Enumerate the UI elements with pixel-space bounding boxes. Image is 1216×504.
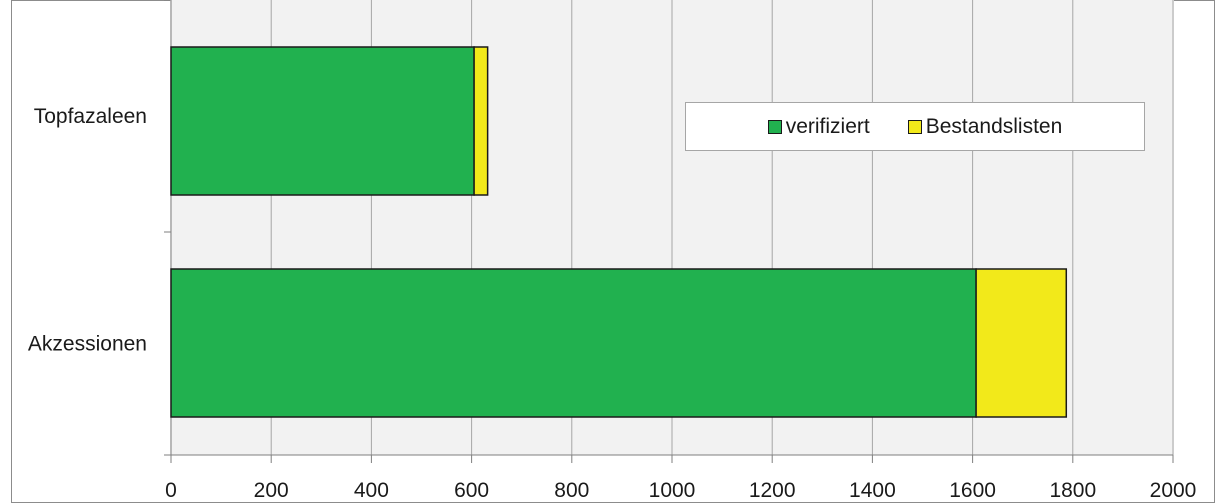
x-tick-label-1200: 1200 [749, 479, 796, 502]
legend-label-verifiziert: verifiziert [785, 114, 870, 138]
x-tick-label-200: 200 [254, 479, 289, 502]
x-tick-label-1800: 1800 [1049, 479, 1096, 502]
y-category-label-akzessionen: Akzessionen [28, 333, 147, 356]
bar-akzessionen-bestandslisten [975, 268, 1068, 418]
legend-entry-bestandslisten: Bestandslisten [907, 114, 1063, 139]
bar-akzessionen-verifiziert [170, 268, 977, 418]
legend: verifiziert Bestandslisten [685, 102, 1145, 151]
x-tick-label-800: 800 [554, 479, 589, 502]
legend-entry-verifiziert: verifiziert [767, 114, 870, 139]
legend-swatch-verifiziert [767, 119, 782, 134]
x-tick-label-1600: 1600 [949, 479, 996, 502]
x-tick-label-400: 400 [354, 479, 389, 502]
bar-topfazaleen-bestandslisten [473, 46, 489, 196]
legend-label-bestandslisten: Bestandslisten [925, 114, 1063, 138]
x-tick-label-600: 600 [454, 479, 489, 502]
x-tick-label-1000: 1000 [649, 479, 696, 502]
y-category-label-topfazaleen: Topfazaleen [34, 105, 147, 128]
x-tick-label-2000: 2000 [1150, 479, 1197, 502]
legend-swatch-bestandslisten [907, 119, 922, 134]
x-tick-label-1400: 1400 [849, 479, 896, 502]
bar-topfazaleen-verifiziert [170, 46, 475, 196]
x-tick-label-0: 0 [165, 479, 177, 502]
